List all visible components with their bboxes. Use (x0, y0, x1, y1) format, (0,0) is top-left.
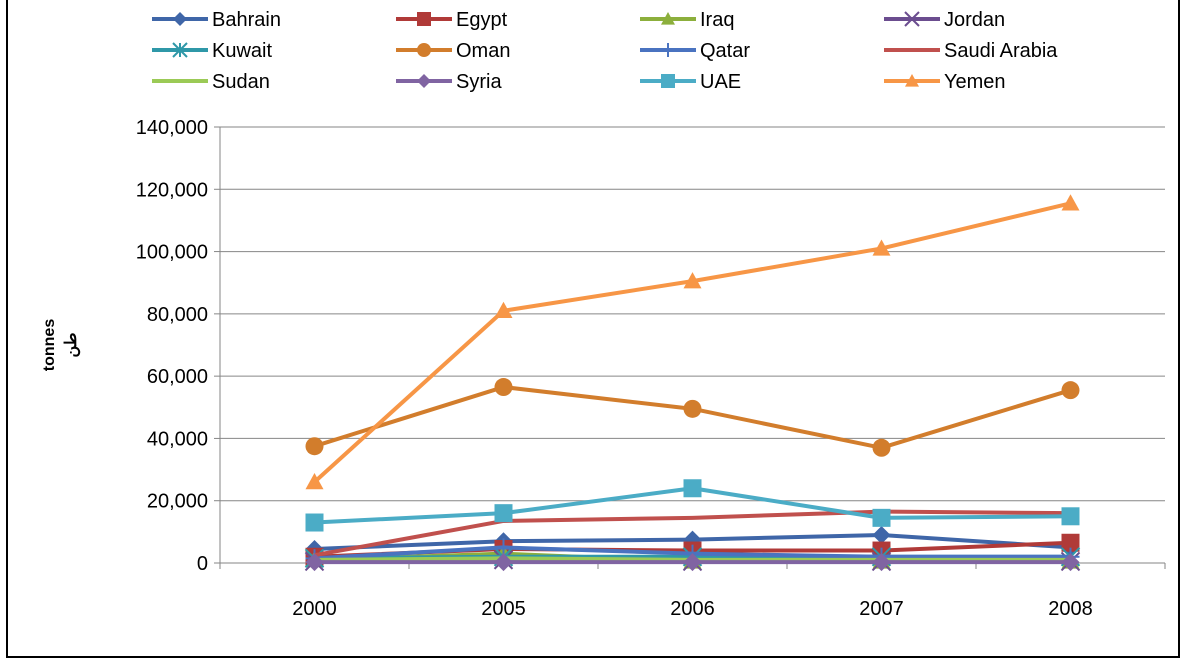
y-tick-label: 60,000 (147, 366, 208, 388)
marker-diamond (305, 553, 324, 572)
legend-label: Yemen (944, 71, 1006, 93)
legend-label: Saudi Arabia (944, 40, 1058, 62)
marker-diamond (494, 553, 513, 572)
x-axis: 2000 2005 2006 2007 2008 (219, 562, 1166, 620)
marker-diamond (872, 525, 891, 544)
legend-label: Sudan (212, 71, 270, 93)
y-tick-label: 20,000 (147, 491, 208, 513)
legend-item: Egypt (396, 9, 508, 31)
legend-label: Egypt (456, 9, 508, 31)
marker-circle (872, 438, 891, 457)
legend-label: Iraq (700, 9, 734, 31)
x-tick-label: 2005 (481, 598, 526, 620)
marker-stroke (904, 11, 920, 27)
gridlines (220, 126, 1165, 564)
marker-circle (1061, 381, 1080, 400)
legend-item: Iraq (640, 9, 734, 31)
marker-square (872, 508, 891, 527)
legend-label: Kuwait (212, 40, 272, 62)
legend-label: Bahrain (212, 9, 281, 31)
y-tick-label: 140,000 (136, 117, 208, 139)
x-tick-label: 2000 (292, 598, 337, 620)
marker-circle (417, 43, 431, 57)
legend-label: Jordan (944, 9, 1005, 31)
marker-circle (494, 378, 513, 397)
series-oman (305, 378, 1080, 457)
y-tick-label: 80,000 (147, 304, 208, 326)
marker-circle (683, 399, 702, 418)
legend-label: UAE (700, 71, 741, 93)
legend-label: Qatar (700, 40, 750, 62)
marker-triangle (305, 473, 324, 490)
y-tick-label: 0 (197, 553, 208, 575)
marker-triangle (905, 74, 919, 87)
marker-square (305, 513, 324, 532)
x-tick-label: 2008 (1048, 598, 1093, 620)
x-tick-label: 2007 (859, 598, 904, 620)
y-axis-title: tonnes طن (41, 319, 81, 372)
series-line (313, 201, 1071, 484)
marker-square (683, 479, 702, 498)
series-lines (304, 194, 1081, 572)
marker-x (904, 11, 920, 27)
legend-item: Syria (396, 71, 502, 93)
legend-item: Kuwait (152, 40, 272, 62)
marker-square (417, 12, 431, 26)
marker-diamond (173, 12, 187, 26)
legend-item: UAE (640, 71, 741, 93)
y-tick-label: 100,000 (136, 242, 208, 264)
marker-plus (661, 43, 675, 57)
y-axis: 0 20,000 40,000 60,000 80,000 100,000 120,000 1… (136, 117, 221, 575)
series-syria (305, 553, 1080, 572)
series-yemen (305, 194, 1080, 490)
series-uae (305, 479, 1080, 532)
marker-diamond (872, 553, 891, 572)
legend-item: Qatar (640, 40, 750, 62)
marker-triangle (1061, 194, 1080, 211)
marker-square (494, 504, 513, 523)
y-axis-label: tonnes (41, 319, 58, 372)
x-tick-label: 2006 (670, 598, 715, 620)
marker-star (172, 42, 188, 58)
legend-label: Syria (456, 71, 502, 93)
y-axis-label-secondary: طن (63, 333, 81, 358)
legend: Bahrain Egypt Iraq Jordan Kuwait Oman Qatar Sau… (152, 9, 1058, 93)
y-tick-label: 40,000 (147, 428, 208, 450)
marker-diamond (1061, 553, 1080, 572)
marker-square (1061, 507, 1080, 526)
marker-diamond (417, 74, 431, 88)
series-saudi-arabia (314, 509, 1071, 558)
legend-item: Oman (396, 40, 510, 62)
marker-circle (305, 437, 324, 456)
marker-square (1061, 533, 1080, 552)
marker-triangle (683, 272, 702, 289)
legend-item: Bahrain (152, 9, 281, 31)
y-tick-label: 120,000 (136, 179, 208, 201)
marker-square (661, 74, 675, 88)
marker-triangle (661, 12, 675, 25)
legend-item: Sudan (152, 71, 270, 93)
legend-label: Oman (456, 40, 510, 62)
marker-diamond (683, 553, 702, 572)
marker-triangle (494, 301, 513, 318)
legend-item: Yemen (884, 71, 1006, 93)
legend-item: Jordan (884, 9, 1005, 31)
legend-item: Saudi Arabia (884, 40, 1058, 62)
series-line (314, 509, 1071, 558)
marker-triangle (872, 239, 891, 256)
